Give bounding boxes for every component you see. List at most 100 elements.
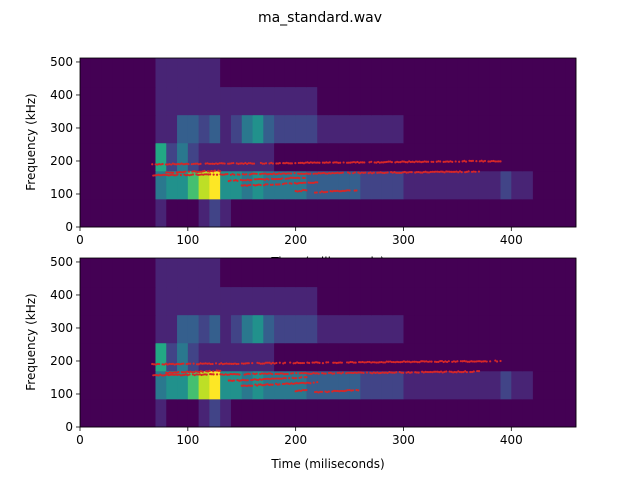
pitch-point <box>184 373 188 376</box>
heatmap-cell <box>144 114 156 144</box>
heatmap-cell <box>543 342 555 372</box>
heatmap-cell <box>457 314 469 344</box>
pitch-point <box>289 176 293 179</box>
pitch-point <box>446 170 450 173</box>
heatmap-cell <box>543 142 555 172</box>
pitch-point <box>393 371 396 374</box>
pitch-point <box>404 360 407 363</box>
pitch-point <box>214 362 218 365</box>
pitch-point <box>435 160 438 163</box>
heatmap-cell <box>90 286 102 316</box>
pitch-point <box>317 171 320 175</box>
pitch-point <box>293 181 297 185</box>
heatmap-cell <box>468 258 480 288</box>
heatmap-cell <box>446 286 458 316</box>
heatmap-cell <box>90 258 102 288</box>
pitch-point <box>162 374 165 377</box>
pitch-point <box>311 161 314 164</box>
heatmap-cell <box>543 314 555 344</box>
pitch-point <box>305 376 308 379</box>
heatmap-cell <box>155 114 167 144</box>
heatmap-cell <box>489 142 501 172</box>
heatmap-cell <box>478 86 491 116</box>
pitch-point <box>468 360 471 363</box>
pitch-point <box>270 362 273 365</box>
heatmap-cell <box>252 58 264 88</box>
pitch-point <box>469 370 472 374</box>
pitch-point <box>457 370 460 373</box>
pitch-point <box>191 373 195 376</box>
heatmap-cell <box>392 286 404 316</box>
pitch-point <box>171 162 175 165</box>
pitch-point <box>300 371 303 375</box>
heatmap-cell <box>446 142 458 172</box>
pitch-point <box>206 362 209 365</box>
heatmap-cell <box>338 370 350 400</box>
heatmap-cell <box>478 398 491 428</box>
pitch-point <box>294 376 298 380</box>
x-axis-label-bottom: Time (miliseconds) <box>270 457 384 471</box>
heatmap-cell <box>274 342 286 372</box>
pitch-point <box>321 161 325 164</box>
heatmap-cell <box>371 286 383 316</box>
heatmap-cell <box>543 170 555 200</box>
pitch-point <box>304 181 307 184</box>
heatmap-cell <box>284 114 297 144</box>
pitch-point <box>360 371 363 374</box>
heatmap-cell <box>565 314 577 344</box>
pitch-point <box>407 171 410 174</box>
pitch-point <box>438 371 441 374</box>
heatmap-cell <box>425 314 437 344</box>
pitch-point <box>177 162 180 166</box>
heatmap-cell <box>230 370 243 400</box>
heatmap-cell <box>532 370 545 400</box>
pitch-point <box>281 377 284 380</box>
heatmap-cell <box>511 198 523 228</box>
pitch-point <box>475 160 478 163</box>
heatmap-cell <box>80 398 92 428</box>
pitch-point <box>297 182 300 185</box>
pitch-point <box>286 382 290 385</box>
pitch-point <box>342 161 345 164</box>
pitch-point <box>445 370 448 373</box>
pitch-point <box>253 172 257 175</box>
pitch-point <box>297 361 300 365</box>
pitch-point <box>345 361 349 364</box>
pitch-point <box>265 173 269 176</box>
heatmap-cell <box>241 258 253 288</box>
heatmap-cell <box>403 258 415 288</box>
pitch-point <box>336 171 339 174</box>
pitch-point <box>495 160 499 163</box>
heatmap-cell <box>392 398 404 428</box>
pitch-point <box>236 373 239 376</box>
x-tick-label: 300 <box>392 233 415 247</box>
pitch-point <box>381 371 384 374</box>
pitch-point <box>197 363 200 366</box>
pitch-point <box>355 388 358 392</box>
heatmap-cell <box>252 86 264 116</box>
heatmap-cell <box>489 58 501 88</box>
heatmap-cell <box>80 142 92 172</box>
heatmap-cell <box>478 58 491 88</box>
pitch-point <box>298 172 301 175</box>
pitch-point <box>295 372 298 375</box>
pitch-point <box>411 360 414 363</box>
pitch-point <box>443 370 446 373</box>
heatmap-cell <box>252 342 264 372</box>
pitch-point <box>311 361 314 364</box>
heatmap-cell <box>414 398 426 428</box>
pitch-point <box>298 181 302 184</box>
pitch-point <box>199 170 203 173</box>
pitch-point <box>175 363 178 366</box>
pitch-point <box>188 373 191 376</box>
heatmap-cell <box>209 258 221 288</box>
heatmap-cell <box>435 286 448 316</box>
heatmap-cell <box>101 314 113 344</box>
pitch-point <box>301 388 304 392</box>
pitch-point <box>213 162 216 166</box>
heatmap-cell <box>435 142 448 172</box>
pitch-point <box>402 360 406 363</box>
pitch-point <box>338 190 341 193</box>
heatmap-cell <box>457 370 469 400</box>
